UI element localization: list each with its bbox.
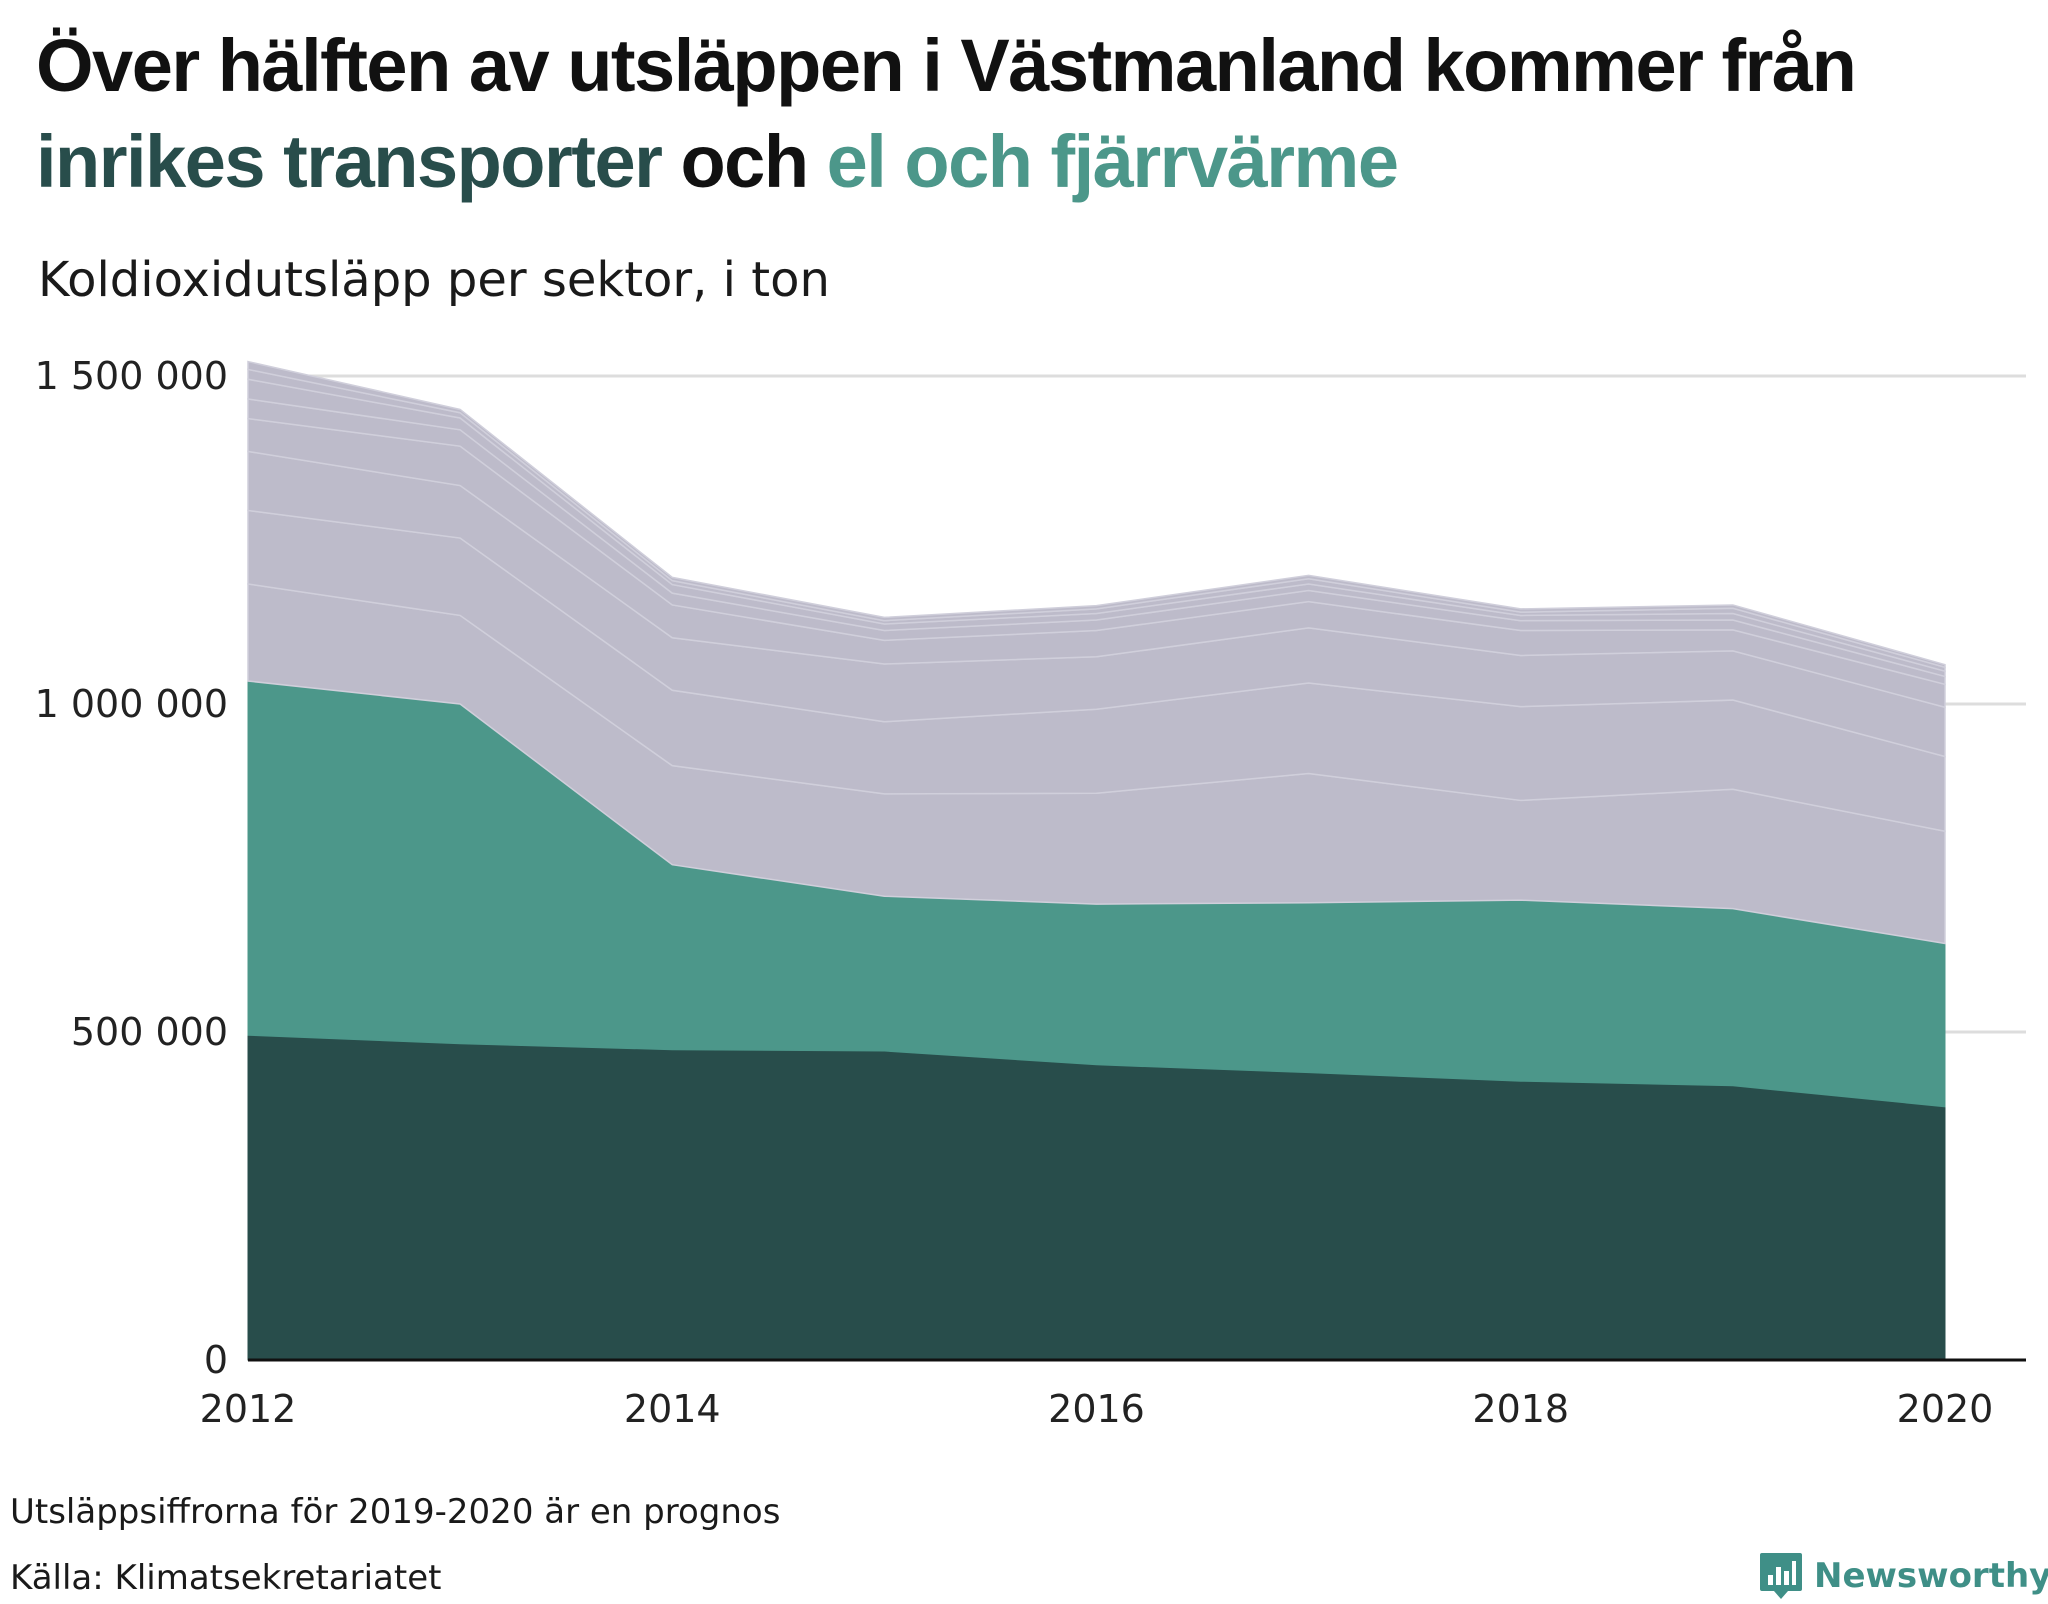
area-series-9 <box>247 360 1946 669</box>
newsworthy-logo: Newsworthy <box>1758 1548 2048 1604</box>
logo-text: Newsworthy <box>1814 1556 2048 1596</box>
prognos-note: Utsläppsiffrorna för 2019-2020 är en pro… <box>10 1492 781 1532</box>
x-tick-label: 2020 <box>1897 1387 1994 1431</box>
y-tick-label: 500 000 <box>71 1010 228 1054</box>
x-axis-ticks: 2012 2014 2016 2018 2020 <box>200 1387 1994 1431</box>
x-tick-label: 2018 <box>1472 1387 1569 1431</box>
y-axis-ticks: 0 500 000 1 000 000 1 500 000 <box>35 354 228 1382</box>
source-note: Källa: Klimatsekretariatet <box>10 1558 442 1598</box>
x-tick-label: 2014 <box>624 1387 721 1431</box>
x-tick-label: 2016 <box>1048 1387 1145 1431</box>
chart-subtitle: Koldioxidutsläpp per sektor, i ton <box>38 252 830 308</box>
y-tick-label: 1 500 000 <box>35 354 228 398</box>
title-highlight-el: el och fjärrvärme <box>826 120 1399 203</box>
y-tick-label: 1 000 000 <box>35 682 228 726</box>
bar-chart-speech-bubble-icon <box>1760 1553 1802 1599</box>
title-connector: och <box>680 120 809 203</box>
y-tick-label: 0 <box>204 1338 228 1382</box>
chart-title: Över hälften av utsläppen i Västmanland … <box>36 18 2016 210</box>
title-line1: Över hälften av utsläppen i Västmanland … <box>36 24 1857 107</box>
x-tick-label: 2012 <box>200 1387 297 1431</box>
stacked-areas <box>247 360 1946 1361</box>
title-highlight-inrikes: inrikes transporter <box>36 120 663 203</box>
